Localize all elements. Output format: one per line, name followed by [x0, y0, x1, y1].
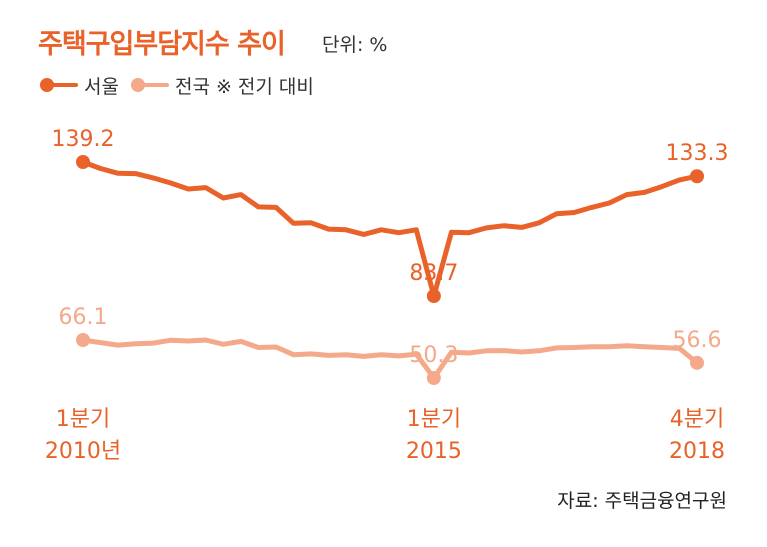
legend-item-seoul: 서울	[40, 72, 119, 99]
series-line-seoul	[80, 159, 700, 299]
data-point-seoul	[76, 155, 90, 169]
data-point-seoul	[426, 289, 441, 303]
data-label-nation: 56.6	[673, 328, 722, 353]
x-tick-label: 2015	[406, 439, 462, 464]
x-tick-label: 2010년	[45, 439, 121, 464]
data-label-seoul: 139.2	[52, 127, 115, 152]
data-label-seoul: 83.7	[409, 261, 458, 286]
legend-item-nation: 전국 ※ 전기 대비	[130, 72, 314, 99]
data-point-nation	[690, 355, 704, 370]
data-point-seoul	[690, 169, 704, 184]
data-point-nation	[426, 371, 441, 385]
legend-swatch-seoul	[40, 77, 78, 93]
x-tick-label: 1분기	[407, 407, 461, 432]
data-point-nation	[76, 333, 90, 347]
x-tick-label: 4분기	[670, 407, 724, 432]
legend-swatch-nation	[130, 77, 169, 93]
series-line-nation	[80, 337, 700, 381]
legend-label-nation: 전국 ※ 전기 대비	[174, 75, 314, 98]
unit-label: 단위: %	[322, 34, 388, 56]
legend: 서울 전국 ※ 전기 대비	[40, 72, 326, 98]
x-tick-label: 1분기	[56, 407, 110, 432]
chart-title: 주택구입부담지수 추이	[38, 29, 286, 60]
legend-label-seoul: 서울	[84, 75, 119, 98]
data-label-nation: 50.3	[409, 343, 458, 368]
data-label-nation: 66.1	[59, 305, 108, 330]
source-note: 자료: 주택금융연구원	[557, 490, 727, 512]
x-tick-label: 2018	[669, 439, 725, 464]
data-label-seoul: 133.3	[666, 141, 729, 166]
